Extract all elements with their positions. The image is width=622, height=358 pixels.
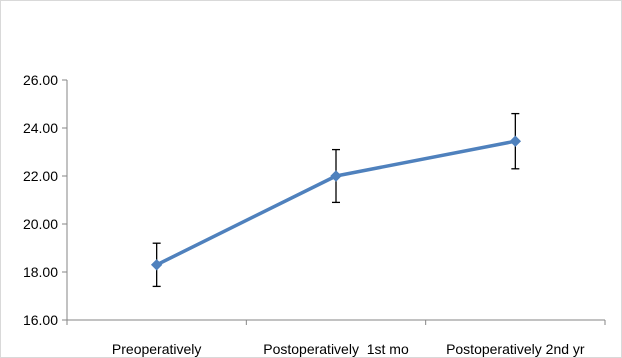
x-tick-label: Postoperatively 1st mo xyxy=(263,341,409,357)
y-tick-label: 16.00 xyxy=(23,312,58,328)
data-point xyxy=(330,170,342,182)
y-tick-label: 24.00 xyxy=(23,120,58,136)
x-tick-label: Postoperatively 2nd yr xyxy=(446,341,585,357)
y-tick-label: 18.00 xyxy=(23,264,58,280)
axes xyxy=(62,79,606,325)
data-point xyxy=(150,259,163,271)
series-group xyxy=(150,135,522,271)
data-point xyxy=(509,135,522,147)
y-tick-label: 22.00 xyxy=(23,168,58,184)
x-tick-label: Preoperatively xyxy=(112,341,202,357)
y-tick-label: 26.00 xyxy=(23,72,58,88)
labels: 16.00 18.00 20.00 22.00 24.00 26.00 Preoperati… xyxy=(23,72,585,357)
y-tick-label: 20.00 xyxy=(23,216,58,232)
error-bars xyxy=(152,112,520,288)
